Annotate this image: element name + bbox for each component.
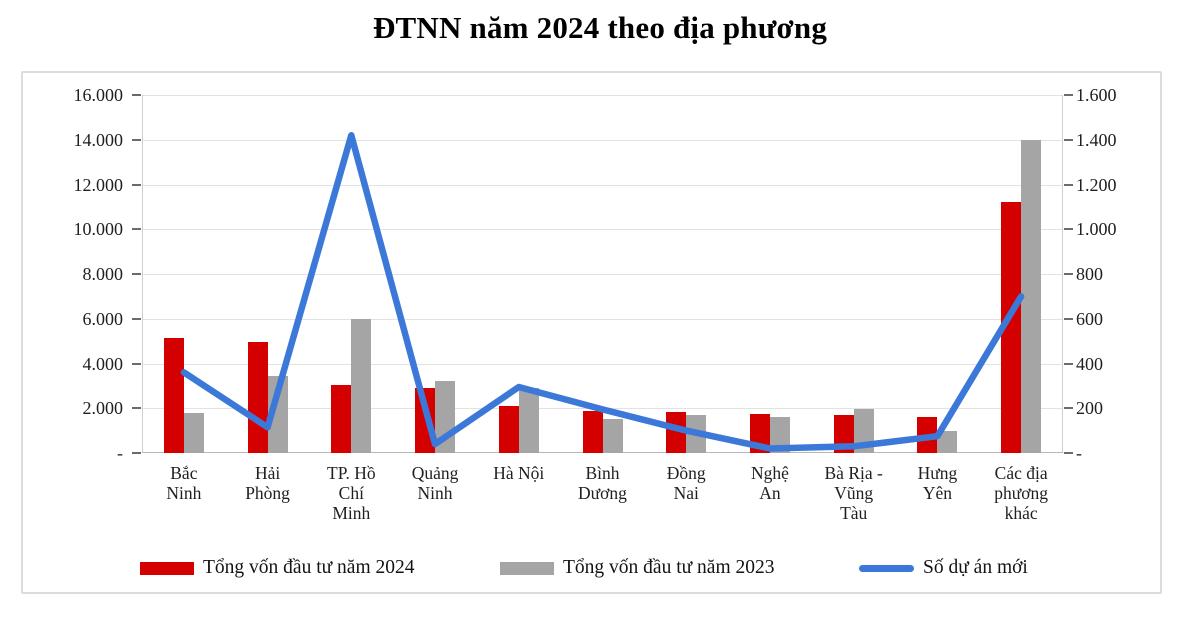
right-axis-tick-label: 600 xyxy=(1076,308,1103,329)
x-axis-label-3: Quảng Ninh xyxy=(411,463,459,503)
left-axis-tick-label: 4.000 xyxy=(82,353,124,374)
right-axis-tick-label: 1.400 xyxy=(1076,129,1117,150)
right-axis-tick xyxy=(1064,183,1073,186)
legend-swatch-2024 xyxy=(140,561,194,575)
left-axis-tick-label: - xyxy=(117,443,123,463)
bar-2023-9 xyxy=(937,430,958,453)
bar-2023-10 xyxy=(1021,139,1042,453)
bar-2023-5 xyxy=(602,419,623,453)
bar-2023-1 xyxy=(267,375,288,453)
left-axis-tick xyxy=(132,317,141,320)
bar-2023-0 xyxy=(183,412,204,453)
legend-line-marker xyxy=(859,564,914,572)
right-axis-line xyxy=(1062,95,1063,453)
bar-2024-4 xyxy=(498,405,519,453)
bar-2023-4 xyxy=(518,388,539,453)
gridline xyxy=(142,229,1063,231)
left-axis-tick xyxy=(132,138,141,141)
right-axis-tick xyxy=(1064,407,1073,410)
legend-swatch-2023 xyxy=(500,561,554,575)
legend-label-2024: Tổng vốn đầu tư năm 2024 xyxy=(203,557,415,578)
right-axis-tick xyxy=(1064,452,1073,454)
chart-title: ĐTNN năm 2024 theo địa phương xyxy=(372,10,828,45)
plot-area xyxy=(142,95,1063,453)
gridline xyxy=(142,184,1063,186)
left-axis-tick-label: 16.000 xyxy=(73,85,124,105)
gridline xyxy=(142,95,1063,96)
gridline xyxy=(142,274,1063,275)
legend-item-2024: Tổng vốn đầu tư năm 2024 xyxy=(140,557,415,579)
x-axis-label-7: Nghệ An xyxy=(751,463,789,503)
bar-2024-10 xyxy=(1001,202,1022,453)
right-axis-tick-label: - xyxy=(1076,443,1082,463)
x-axis-label-2: TP. Hồ Chí Minh xyxy=(327,463,376,523)
right-axis-tick xyxy=(1064,273,1073,275)
bar-2023-7 xyxy=(769,417,790,453)
x-axis-label-5: Bình Dương xyxy=(578,463,627,503)
right-axis-tick-label: 1.000 xyxy=(1076,219,1117,240)
x-axis-label-9: Hưng Yên xyxy=(917,463,958,503)
right-axis-tick xyxy=(1064,138,1073,141)
x-axis-label-0: Bắc Ninh xyxy=(166,463,202,503)
gridline xyxy=(142,318,1063,320)
bar-2024-6 xyxy=(666,411,687,453)
right-axis-tick xyxy=(1064,94,1073,96)
x-axis-label-4: Hà Nội xyxy=(493,463,545,483)
x-axis-label-6: Đồng Nai xyxy=(666,463,706,503)
right-axis-tick-label: 800 xyxy=(1076,264,1103,284)
right-axis-tick-label: 1.200 xyxy=(1076,174,1117,195)
left-axis-tick-label: 8.000 xyxy=(82,264,124,284)
left-axis-tick xyxy=(132,407,141,410)
bar-2024-0 xyxy=(163,338,184,453)
left-axis-tick-label: 14.000 xyxy=(73,129,124,150)
left-axis-tick xyxy=(132,452,141,454)
legend-label-new-projects: Số dự án mới xyxy=(923,557,1028,578)
right-axis-tick-label: 200 xyxy=(1076,398,1103,419)
right-axis-tick xyxy=(1064,317,1073,320)
right-axis-tick-label: 400 xyxy=(1076,353,1103,374)
new-projects-line xyxy=(180,132,1025,452)
chart-container: 16.000 14.000 12.000 10.000 8.000 6.000 4.000 2… xyxy=(21,71,1162,594)
left-axis-tick-label: 6.000 xyxy=(82,308,124,329)
x-axis-label-8: Bà Rịa - Vũng Tàu xyxy=(824,463,883,523)
right-axis-tick-label: 1.600 xyxy=(1076,85,1117,105)
right-axis-tick xyxy=(1064,228,1073,231)
left-axis-tick xyxy=(132,362,141,365)
gridline xyxy=(142,139,1063,141)
left-axis-tick-label: 12.000 xyxy=(73,174,124,195)
x-axis-label-1: Hải Phòng xyxy=(245,463,290,503)
left-axis-tick-label: 10.000 xyxy=(73,219,124,240)
left-axis-tick xyxy=(132,183,141,186)
right-axis-tick xyxy=(1064,362,1073,365)
left-axis-line xyxy=(142,95,143,453)
left-axis-tick xyxy=(132,273,141,275)
legend-item-new-projects: Số dự án mới xyxy=(859,557,1028,579)
left-axis-tick xyxy=(132,228,141,231)
bar-2024-5 xyxy=(582,410,603,453)
bar-2023-2 xyxy=(351,318,372,453)
gridline xyxy=(142,363,1063,365)
bar-2024-2 xyxy=(331,384,352,453)
left-axis-tick-label: 2.000 xyxy=(82,398,124,419)
x-axis-label-10: Các địa phương khác xyxy=(994,463,1048,523)
legend-item-2023: Tổng vốn đầu tư năm 2023 xyxy=(500,557,775,579)
left-axis-tick xyxy=(132,94,141,96)
legend-label-2023: Tổng vốn đầu tư năm 2023 xyxy=(563,557,775,578)
